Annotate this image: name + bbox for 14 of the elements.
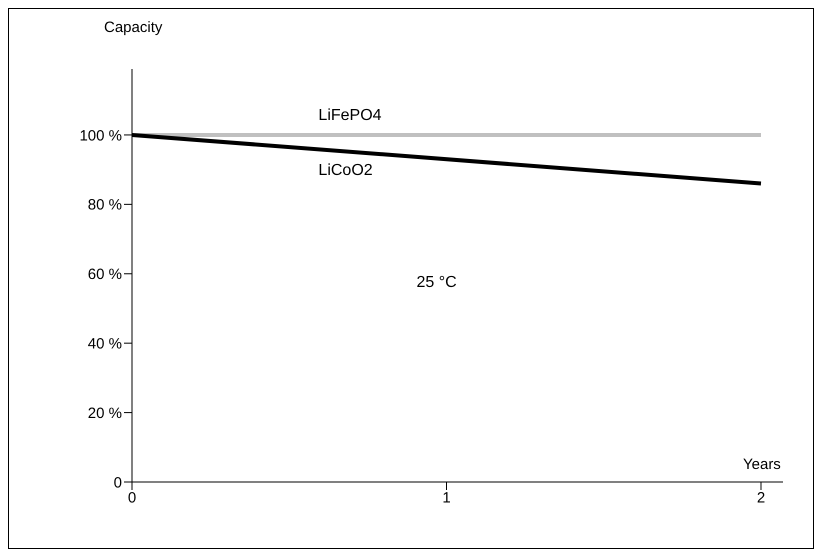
y-tick-label: 40 % [88,336,122,352]
y-tick-label: 100 % [79,127,122,144]
x-tick-label: 2 [756,490,766,507]
x-tick-label: 0 [128,490,136,507]
y-tick-label: 20 % [88,404,122,422]
y-tick-label: 80 % [88,196,122,214]
series-label: LiFePO4 [318,106,382,125]
x-tick-label: 1 [442,490,451,507]
x-axis-title: Years [743,456,781,473]
series-label: LiCoO2 [318,162,373,180]
y-tick-label: 0 [114,474,122,492]
y-tick-label: 60 % [88,266,122,284]
annotation: 25 °C [416,274,457,292]
y-axis-title: Capacity [104,19,162,36]
